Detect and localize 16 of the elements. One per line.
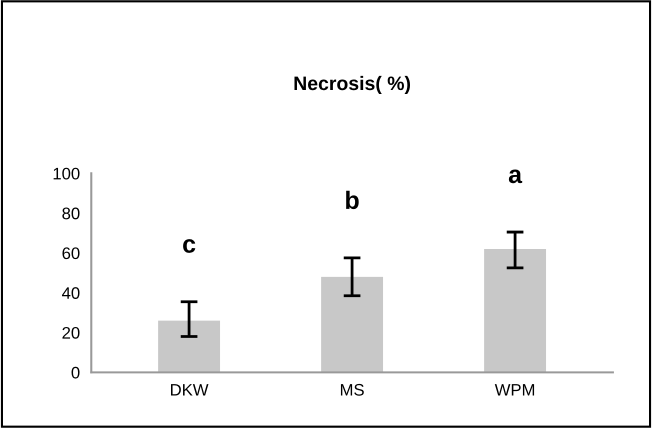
x-tick-label: DKW (171, 384, 208, 396)
x-tick-label: WPM (494, 384, 534, 396)
annotation: b (346, 190, 359, 210)
bar (321, 276, 384, 372)
bar (484, 248, 546, 372)
annotation: a (508, 170, 522, 184)
y-tick-label: 100 (54, 168, 80, 180)
y-tick-label: 20 (62, 326, 80, 339)
bar (158, 320, 220, 372)
annotation: c (183, 239, 196, 253)
chart-title: Necrosis( %) (294, 76, 410, 94)
x-tick-label: MS (340, 384, 364, 396)
y-tick-label: 80 (62, 208, 80, 220)
y-tick-label: 60 (62, 247, 80, 260)
y-tick-label: 40 (62, 287, 80, 299)
y-tick-label: 0 (72, 366, 80, 379)
